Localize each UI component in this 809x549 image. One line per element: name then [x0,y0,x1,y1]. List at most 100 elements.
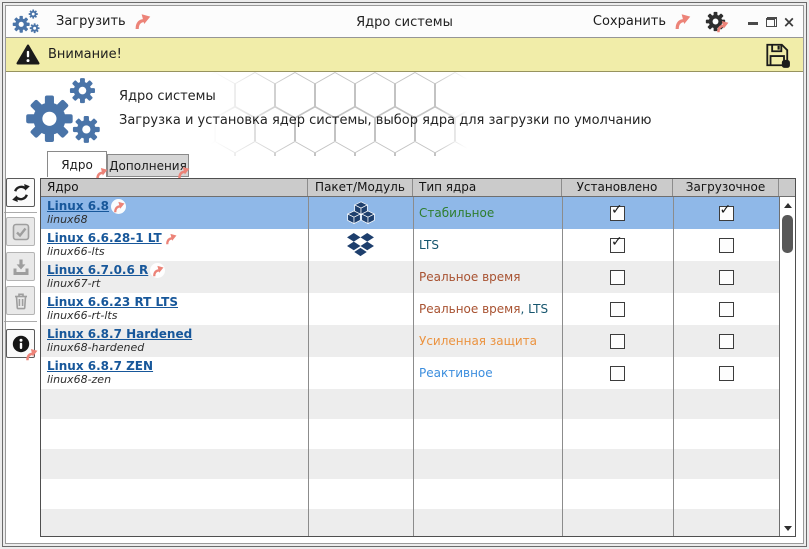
installed-checkbox[interactable] [610,333,625,349]
dropbox-icon [347,232,374,256]
kernel-link[interactable]: Linux 6.6.23 RT LTS [47,294,179,309]
column-divider [413,197,414,536]
toolbar-separator [4,212,37,213]
window-title: Ядро системы [356,15,453,30]
info-button[interactable] [6,329,35,358]
save-settings-floppy-icon[interactable] [763,41,791,69]
settings-button[interactable] [705,11,727,33]
bootable-cell: ✓ [673,197,779,229]
bootable-cell [673,229,779,261]
tab-addons-label: Дополнения [109,158,187,173]
installed-checkbox[interactable]: ✓ [610,234,625,253]
kernel-link[interactable]: Linux 6.7.0.6 R [47,262,149,277]
kernel-link[interactable]: Linux 6.6.28-1 LT [47,230,162,245]
save-button-label: Сохранить [592,14,666,29]
download-icon [13,259,28,275]
installed-checkbox[interactable] [610,301,625,317]
bootable-checkbox[interactable]: ✓ [718,202,734,221]
warning-triangle-icon [16,44,40,65]
package-cell [308,229,413,261]
table-header: Ядро Пакет/Модуль Тип ядра Установлено З… [41,179,795,197]
check-square-icon [12,223,29,240]
kernel-package-id: linux68-hardened [47,341,145,354]
installed-checkbox[interactable] [610,365,625,381]
restore-icon [765,16,777,27]
close-icon: × [782,12,796,31]
tab-addons[interactable]: Дополнения [107,154,189,177]
toolbar-separator [4,321,37,322]
tab-kernel-label: Ядро [61,157,93,172]
cubes-icon [346,200,375,224]
kernel-cell: Linux 6.8.7 Hardened linux68-hardened [41,325,308,357]
bootable-checkbox[interactable] [718,365,734,381]
kernel-package-id: linux68 [47,213,88,226]
row-flag-icon [113,201,125,213]
column-header-package: Пакет/Модуль [308,179,413,196]
kernel-type: Реальное время [419,270,521,284]
refresh-button[interactable] [6,178,35,207]
table-row[interactable]: Linux 6.6.28-1 LT linux66-lts LTS [41,229,779,261]
arrow-down-icon [783,525,792,531]
load-button-label: Загрузить [56,14,126,29]
kernel-cell: Linux 6.8 linux68 [41,197,308,229]
install-button[interactable] [6,252,35,281]
installed-cell [562,325,673,357]
scrollbar-thumb[interactable] [782,215,793,253]
trash-icon [14,293,27,309]
kernel-link[interactable]: Linux 6.8.7 ZEN [47,358,154,373]
close-button[interactable]: × [781,13,797,31]
table-row[interactable]: Linux 6.7.0.6 R linux67-rt Реальное врем… [41,261,779,293]
table-body: Linux 6.8 linux68 Стабильное ✓ [41,197,795,536]
tab-kernel[interactable]: Ядро [47,151,107,177]
bootable-checkbox[interactable] [718,333,734,349]
kernel-link[interactable]: Linux 6.8.7 Hardened [47,326,193,341]
verify-button[interactable] [6,217,35,246]
bootable-cell [673,293,779,325]
info-flag-icon [25,348,38,361]
save-flag-icon [674,13,691,30]
warning-text: Внимание! [48,47,122,62]
package-cell [308,293,413,325]
table-row[interactable]: Linux 6.8.7 ZEN linux68-zen Реактивное [41,357,779,389]
column-divider [673,197,674,536]
kernel-cell: Linux 6.7.0.6 R linux67-rt [41,261,308,293]
installed-cell: ✓ [562,229,673,261]
window-controls: × [743,13,797,31]
kernel-table: Ядро Пакет/Модуль Тип ядра Установлено З… [40,178,796,537]
scroll-down-button[interactable] [780,520,795,536]
kernel-link[interactable]: Linux 6.8 [47,198,110,213]
minimize-button[interactable] [745,13,761,31]
row-flag-halo [150,263,166,278]
titlebar-right-cluster: Сохранить × [593,6,797,37]
hexagon-fade-right [437,72,467,156]
kernel-cell: Linux 6.6.23 RT LTS linux66-rt-lts [41,293,308,325]
delete-button[interactable] [6,286,35,315]
check-mark: ✓ [611,201,623,218]
table-row[interactable]: Linux 6.8.7 Hardened linux68-hardened Ус… [41,325,779,357]
kernel-cell: Linux 6.8.7 ZEN linux68-zen [41,357,308,389]
installed-checkbox[interactable] [610,269,625,285]
check-mark: ✓ [719,201,732,218]
kernel-package-id: linux67-rt [47,277,101,290]
table-row[interactable]: Linux 6.8 linux68 Стабильное ✓ [41,197,779,229]
bootable-checkbox[interactable] [718,269,734,285]
arrow-up-icon [783,202,792,208]
hexagon-fade-left [195,72,295,156]
scroll-up-button[interactable] [780,197,795,213]
info-icon [12,335,29,352]
bootable-checkbox[interactable] [718,237,734,253]
column-divider [562,197,563,536]
installed-cell [562,357,673,389]
hero-subtitle: Загрузка и установка ядер системы, выбор… [119,113,652,128]
table-row[interactable]: Linux 6.6.23 RT LTS linux66-rt-lts Реаль… [41,293,779,325]
bootable-checkbox[interactable] [718,301,734,317]
type-cell: Реальное время [413,261,562,293]
load-button[interactable]: Загрузить [56,13,151,30]
row-flag-icon [152,265,164,277]
type-cell: LTS [413,229,562,261]
column-header-bootable: Загрузочное [673,179,779,196]
installed-checkbox[interactable]: ✓ [610,202,625,221]
save-button[interactable]: Сохранить [593,13,691,30]
vertical-scrollbar[interactable] [779,197,795,536]
restore-button[interactable] [763,13,779,31]
